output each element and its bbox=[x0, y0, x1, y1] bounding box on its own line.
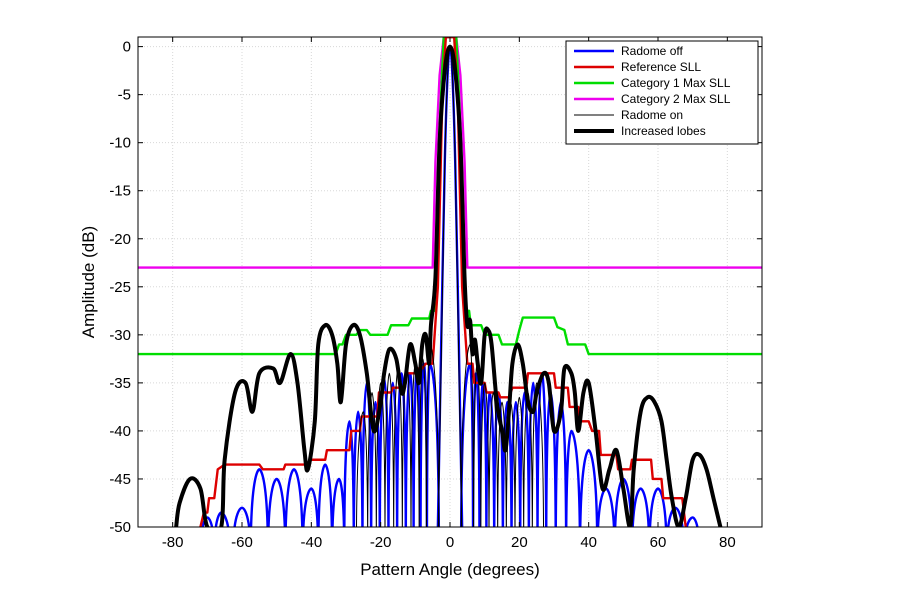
y-tick-label: -45 bbox=[109, 471, 131, 488]
series-layer bbox=[138, 37, 762, 527]
y-tick-label: -20 bbox=[109, 231, 131, 248]
series-increased-lobes-line bbox=[174, 44, 723, 527]
axis-ticks: -80 -60 -40 -20 0 20 40 60 80 0 -5 -10 -15 -20 -25 -30 -… bbox=[109, 37, 762, 551]
x-tick-label: -80 bbox=[162, 534, 184, 551]
y-tick-label: -10 bbox=[109, 135, 131, 152]
legend-label: Category 1 Max SLL bbox=[621, 76, 731, 90]
x-tick-label: 40 bbox=[580, 534, 597, 551]
legend-label: Increased lobes bbox=[621, 124, 706, 138]
y-tick-label: -25 bbox=[109, 279, 131, 296]
series-radome-on-line bbox=[356, 46, 545, 527]
x-tick-label: 20 bbox=[511, 534, 528, 551]
legend-label: Reference SLL bbox=[621, 60, 701, 74]
x-tick-label: 0 bbox=[446, 534, 454, 551]
y-tick-label: -5 bbox=[118, 87, 131, 104]
legend-label: Radome off bbox=[621, 44, 683, 58]
legend-label: Radome on bbox=[621, 108, 683, 122]
legend-box bbox=[565, 40, 759, 145]
x-tick-label: 60 bbox=[650, 534, 667, 551]
y-tick-label: -50 bbox=[109, 519, 131, 536]
x-tick-label: 80 bbox=[719, 534, 736, 551]
y-tick-label: -40 bbox=[109, 423, 131, 440]
y-tick-label: -35 bbox=[109, 375, 131, 392]
series-category-2-max-sll-line bbox=[138, 37, 762, 269]
x-tick-label: -20 bbox=[370, 534, 392, 551]
legend-label: Category 2 Max SLL bbox=[621, 92, 731, 106]
y-tick-label: -30 bbox=[109, 327, 131, 344]
x-tick-label: -60 bbox=[231, 534, 253, 551]
x-axis-title: Pattern Angle (degrees) bbox=[360, 560, 540, 579]
x-tick-label: -40 bbox=[300, 534, 322, 551]
legend: Radome off Reference SLL Category 1 Max SL… bbox=[565, 40, 759, 145]
y-axis-title: Amplitude (dB) bbox=[79, 226, 98, 338]
y-tick-label: -15 bbox=[109, 183, 131, 200]
y-tick-label: 0 bbox=[123, 39, 131, 56]
